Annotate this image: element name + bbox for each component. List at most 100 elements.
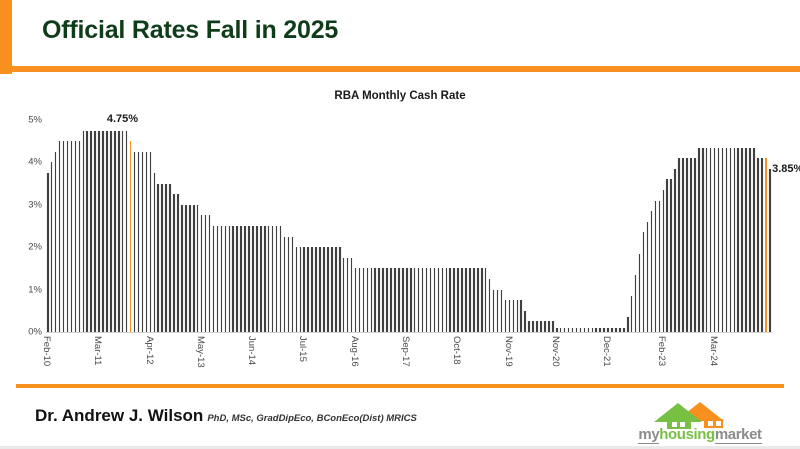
chart-bar: [239, 226, 243, 332]
chart-bar: [760, 158, 764, 332]
chart-bar: [46, 173, 50, 332]
chart-bar: [476, 268, 480, 332]
chart-bar: [633, 274, 638, 332]
chart-bar: [480, 268, 484, 332]
chart-bar: [124, 130, 129, 332]
chart-bar: [677, 158, 681, 332]
chart-bar: [436, 268, 441, 332]
chart-bar: [306, 247, 310, 332]
chart-bar: [531, 321, 535, 332]
chart-bar: [622, 327, 626, 332]
chart-bar: [649, 211, 654, 332]
chart-bar: [444, 268, 449, 332]
chart-bar: [247, 226, 251, 332]
chart-bar: [700, 147, 705, 332]
chart-bar: [132, 151, 137, 332]
chart-bar: [464, 268, 468, 332]
chart-bar: [539, 321, 543, 332]
chart-bar: [554, 327, 559, 332]
y-axis-tick-label: 3%: [28, 199, 42, 211]
chart-bar: [472, 268, 476, 332]
chart-bar: [381, 268, 385, 332]
chart-bar: [81, 130, 86, 332]
y-axis: 0% 1% 2% 3% 4% 5%: [0, 115, 42, 338]
chart-bar: [105, 130, 109, 332]
logo-wordmark: myhousingmarket: [612, 426, 788, 444]
chart-bar: [456, 268, 460, 332]
chart-bar: [491, 289, 496, 332]
chart-bar: [393, 268, 397, 332]
chart-bar: [180, 204, 184, 332]
chart-bar: [397, 268, 401, 332]
chart-bar: [282, 236, 287, 332]
chart-bar: [495, 289, 500, 332]
chart-bar: [117, 130, 121, 332]
chart-bar: [409, 268, 413, 332]
chart-bar: [243, 226, 247, 332]
chart-bar: [420, 268, 425, 332]
chart-bar: [768, 168, 772, 332]
y-axis-tick-label: 1%: [28, 284, 42, 296]
x-axis-tick-label: Nov-19: [502, 336, 514, 367]
author-name: Dr. Andrew J. Wilson: [35, 406, 204, 425]
logo-text-market: market: [714, 426, 762, 444]
x-axis-tick-label: Jul-15: [297, 336, 309, 362]
chart-bar: [519, 300, 523, 332]
chart-bar: [120, 130, 125, 332]
slide-footer: Dr. Andrew J. Wilson PhD, MSc, GradDipEco…: [0, 384, 800, 449]
chart-bar: [77, 141, 82, 332]
chart-bar: [748, 147, 752, 332]
chart-bar: [626, 317, 630, 332]
chart-bar: [629, 295, 634, 332]
chart-bar: [645, 221, 650, 332]
x-axis-tick-label: May-13: [194, 336, 206, 368]
header-accent-bar: [0, 0, 12, 74]
chart-bar: [511, 300, 516, 332]
chart-bar: [235, 226, 239, 332]
chart-bar: [515, 300, 520, 332]
chart-bar: [428, 268, 433, 332]
chart-bar: [65, 141, 70, 332]
y-axis-tick-label: 2%: [28, 241, 42, 253]
chart-bar: [452, 268, 456, 332]
chart-bar: [330, 247, 334, 332]
chart-bar: [231, 226, 235, 332]
chart-bar: [144, 151, 149, 332]
slide-header: Official Rates Fall in 2025: [0, 0, 800, 74]
chart-bar: [582, 327, 587, 332]
chart-bar: [385, 268, 389, 332]
chart-bar: [349, 257, 354, 332]
chart-bar: [211, 226, 216, 332]
y-axis-tick-label: 5%: [28, 114, 42, 126]
chart-bar: [373, 268, 378, 332]
chart-bar: [685, 158, 689, 332]
chart-bar: [728, 147, 733, 332]
chart-bar: [140, 151, 145, 332]
chart-bar: [594, 327, 598, 332]
chart-bar: [637, 253, 642, 332]
x-axis-tick-label: Jun-14: [246, 336, 258, 366]
logo-text-housing: housing: [659, 426, 715, 443]
chart-bar: [188, 204, 192, 332]
chart-bar: [720, 147, 725, 332]
chart-bar: [93, 130, 97, 332]
chart-bar: [716, 147, 721, 332]
x-axis-tick-label: Feb-10: [40, 336, 52, 367]
chart-bar: [227, 226, 232, 332]
chart-bar: [337, 247, 342, 332]
chart-bar: [136, 151, 141, 332]
chart-bar: [657, 200, 662, 332]
chart-bar: [318, 247, 322, 332]
chart-bar: [547, 321, 551, 332]
chart-bar: [152, 173, 157, 332]
chart-bar: [693, 158, 697, 332]
chart-bar: [259, 226, 263, 332]
chart-bar: [578, 327, 583, 332]
chart-bar: [697, 147, 701, 332]
chart-bar: [499, 289, 504, 332]
chart-bar: [184, 204, 188, 332]
chart-bar: [353, 268, 358, 332]
brand-logo[interactable]: myhousingmarket: [612, 400, 788, 444]
chart-bar: [689, 158, 693, 332]
